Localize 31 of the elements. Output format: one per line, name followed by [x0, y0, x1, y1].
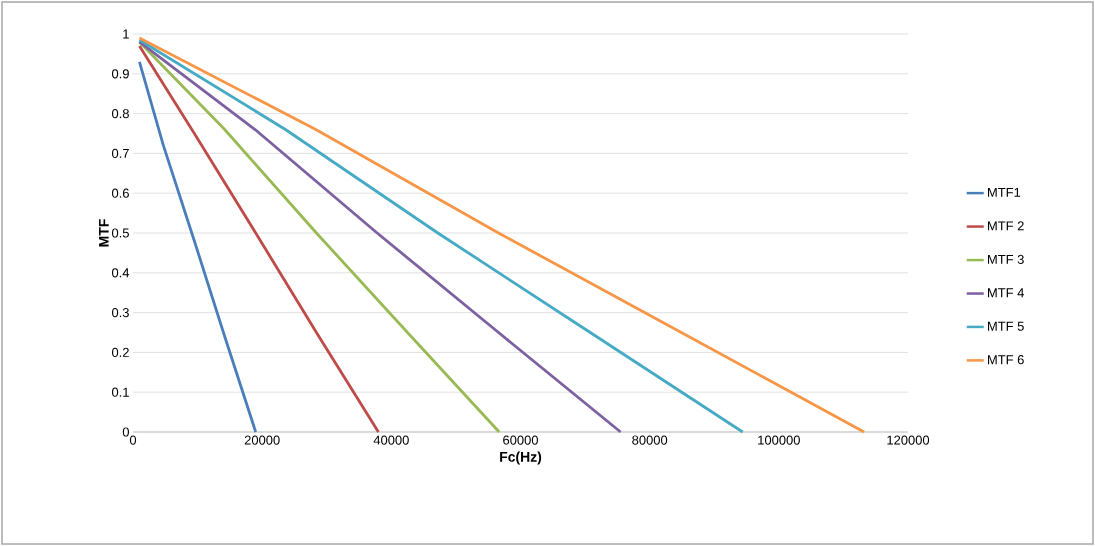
y-tick-label: 0.6 — [111, 188, 129, 198]
y-tick-label: 0.8 — [111, 109, 129, 119]
y-tick-label: 0.2 — [111, 347, 129, 357]
legend-label: MTF 5 — [988, 321, 1024, 331]
legend-label: MTF 3 — [988, 254, 1024, 264]
x-tick-label: 60000 — [503, 435, 539, 445]
y-tick-label: 0.9 — [111, 69, 129, 79]
line-series — [138, 44, 380, 434]
x-tick-label: 20000 — [244, 435, 280, 445]
legend-label: MTF 6 — [988, 355, 1024, 365]
x-tick-label: 100000 — [758, 435, 800, 445]
line-series — [138, 38, 745, 434]
line-series — [138, 60, 258, 434]
x-tick-label: 0 — [129, 435, 137, 445]
y-tick-label: 0.4 — [111, 268, 130, 278]
legend-label: MTF 4 — [988, 288, 1024, 298]
line-series — [138, 36, 866, 434]
x-axis-title: Fc(Hz) — [500, 451, 542, 465]
y-tick-label: 1 — [123, 29, 129, 39]
x-tick-label: 80000 — [632, 435, 668, 445]
legend-label: MTF1 — [988, 187, 1021, 197]
y-tick-label: 0.3 — [111, 308, 129, 318]
y-tick-label: 0.1 — [111, 387, 129, 397]
x-tick-label: 120000 — [887, 435, 930, 445]
y-tick-label: 0 — [122, 427, 129, 437]
y-tick-label: 0.5 — [111, 228, 129, 238]
y-tick-label: 0.7 — [111, 148, 129, 158]
legend-label: MTF 2 — [988, 221, 1024, 231]
x-tick-label: 40000 — [373, 435, 409, 445]
line-series — [138, 40, 623, 434]
y-axis-title: MTF — [99, 219, 109, 247]
